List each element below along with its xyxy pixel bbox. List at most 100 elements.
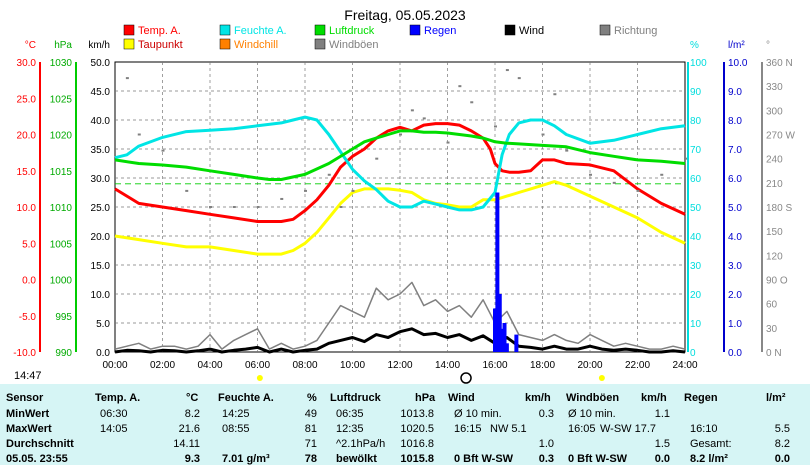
temp-tick-label: 25.0 [17,94,37,105]
legend-label: Windchill [234,39,278,51]
rain-bar [497,294,502,352]
table-header-press-unit: hPa [415,392,436,404]
sunrise-marker [256,375,263,381]
table-cell-temp-v: 21.6 [178,423,200,435]
table-cell-gust-t: 0 Bft W-SW [568,453,628,465]
pressure-axis-unit: hPa [54,40,72,51]
table-cell-label: Durchschnitt [6,438,74,450]
direction-tick-label: 30 [766,324,778,335]
table-cell-gust-t: 16:05 [568,423,596,435]
x-tick-label: 00:00 [102,360,127,371]
direction-point [541,133,545,136]
legend-label: Wind [519,25,544,37]
table-cell-label: MaxWert [6,423,52,435]
table-header-wind-unit: km/h [525,392,551,404]
table-cell-gust-t: Ø 10 min. [568,408,616,420]
temp-axis-unit: °C [25,40,36,51]
wind-axis-unit: km/h [88,40,110,51]
table-cell-hum-v: 78 [304,453,317,465]
chart-legend: Temp. A. Feuchte A. Luftdruck Regen Wind Rich… [123,24,657,51]
pressure-tick-label: 1030 [50,58,73,69]
table-cell-rain-t: 16:10 [690,423,718,435]
temp-tick-label: -5.0 [19,312,37,323]
direction-tick-label: 90 O [766,276,788,287]
table-header-temp: Temp. A. [95,392,141,404]
direction-point [470,101,474,104]
humidity-tick-label: 10 [690,319,702,330]
table-header-press: Luftdruck [330,392,381,404]
table-header-rain: Regen [684,392,718,404]
table-cell-hum-v: 71 [304,438,317,450]
direction-point [505,69,509,72]
direction-point [339,206,343,208]
x-tick-label: 24:00 [672,360,697,371]
direction-point [612,181,616,184]
x-tick-label: 14:00 [435,360,460,371]
rain-bar [504,343,509,352]
legend-swatch [123,38,135,50]
rain-tick-label: 9.0 [728,87,742,98]
wind-tick-label: 10.0 [91,290,111,301]
table-cell-temp-t: 06:30 [100,408,128,420]
legend-label: Taupunkt [138,39,183,51]
direction-point [494,125,497,128]
series-line-windböen [114,281,686,350]
table-cell-wind-d: NW 5.1 [490,423,527,435]
x-tick-label: 02:00 [150,360,175,371]
wind-tick-label: 15.0 [91,261,111,272]
direction-point [589,173,592,176]
direction-axis-unit: ° [766,40,770,51]
table-cell-press-t: 12:35 [336,423,364,435]
table-cell-gust-v: 0.0 [654,453,670,465]
wind-tick-label: 50.0 [91,58,111,69]
legend-swatch [314,24,326,36]
direction-tick-label: 60 [766,300,778,311]
table-cell-rain-t: Gesamt: [690,438,732,450]
table-cell-wind-v: 0.3 [538,408,554,420]
rain-tick-label: 4.0 [728,232,742,243]
rain-bar [493,308,497,352]
now-marker [460,372,472,384]
rain-bar [500,328,505,352]
legend-swatch [123,24,135,36]
legend-swatch [599,24,611,36]
humidity-tick-label: 20 [690,290,702,301]
legend-swatch [314,38,326,50]
table-cell-rain-v: 8.2 [774,438,790,450]
table-cell-gust-d: W-SW 17.7 [600,423,657,435]
rain-bar [514,334,519,352]
legend-swatch [504,24,516,36]
x-tick-label: 08:00 [292,360,317,371]
sunset-marker [598,375,605,381]
table-cell-hum-t: 7.01 g/m³ [222,453,270,465]
rain-tick-label: 5.0 [728,203,742,214]
table-cell-press-v: 1015.8 [400,453,434,465]
weather-chart: 00:00 02:00 04:00 06:00 08:00 10:00 12:00 14:00… [13,7,795,384]
table-header-temp-unit: °C [186,392,199,404]
wind-tick-label: 20.0 [91,232,111,243]
table-cell-wind-t: 16:15 [454,423,482,435]
table-cell-press-v: 1013.8 [400,408,434,420]
direction-point [399,133,402,136]
rain-tick-label: 10.0 [728,58,748,69]
direction-point [209,206,212,208]
table-header-wind: Wind [448,392,475,404]
temp-tick-label: -10.0 [13,348,36,359]
wind-tick-label: 40.0 [91,116,111,127]
humidity-tick-label: 50 [690,203,702,214]
temp-tick-label: 10.0 [17,203,37,214]
rain-tick-label: 6.0 [728,174,742,185]
direction-point [422,117,426,120]
pressure-tick-label: 995 [55,312,72,323]
rain-tick-label: 0.0 [728,348,742,359]
rain-tick-label: 1.0 [728,319,742,330]
table-cell-label: 05.05. 23:55 [6,453,68,465]
series-line-feuchte-a- [114,115,686,212]
direction-tick-label: 150 [766,227,783,238]
pressure-tick-label: 1010 [50,203,73,214]
table-cell-wind-v: 0.3 [538,453,554,465]
table-cell-gust-v: 1.1 [654,408,670,420]
direction-tick-label: 210 [766,179,783,190]
legend-swatch [219,24,231,36]
table-cell-rain-t: 8.2 l/m² [690,453,728,465]
